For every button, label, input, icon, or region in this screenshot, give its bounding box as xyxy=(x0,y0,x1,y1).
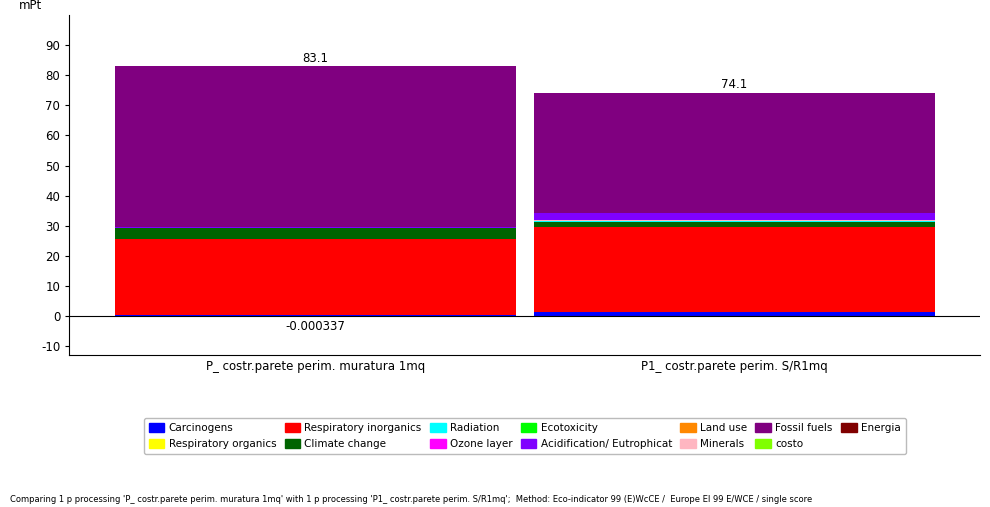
Legend: Carcinogens, Respiratory organics, Respiratory inorganics, Climate change, Radia: Carcinogens, Respiratory organics, Respi… xyxy=(144,418,906,454)
Text: 74.1: 74.1 xyxy=(721,78,747,91)
Bar xyxy=(115,66,516,227)
Text: mPt: mPt xyxy=(19,0,43,12)
Text: -0.000337: -0.000337 xyxy=(285,320,346,333)
Bar xyxy=(534,312,935,316)
Bar xyxy=(534,227,935,312)
Text: Comparing 1 p processing 'P_ costr.parete perim. muratura 1mq' with 1 p processi: Comparing 1 p processing 'P_ costr.paret… xyxy=(10,495,812,504)
Bar xyxy=(115,228,516,239)
Text: 83.1: 83.1 xyxy=(302,52,329,64)
Bar xyxy=(115,239,516,315)
Bar xyxy=(115,227,516,228)
Bar xyxy=(534,222,935,227)
Bar xyxy=(534,213,935,220)
Bar xyxy=(534,93,935,213)
Bar xyxy=(534,221,935,222)
